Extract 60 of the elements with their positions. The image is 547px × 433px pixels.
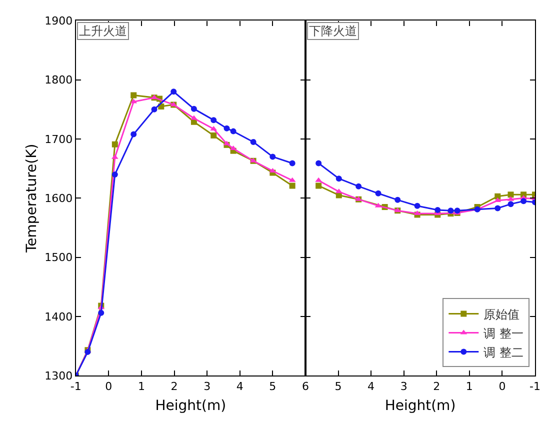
- point: [508, 201, 514, 208]
- x-axis-title: Height(m): [155, 398, 226, 414]
- point: [130, 92, 137, 98]
- point: [289, 160, 296, 166]
- x-tick-label: -1: [530, 380, 541, 393]
- point: [316, 160, 322, 166]
- y-tick-label: 1300: [44, 369, 73, 382]
- point: [224, 125, 230, 132]
- annotation: 上升火道: [79, 24, 127, 38]
- y-tick-label: 1900: [44, 14, 73, 28]
- y-tick-label: 1400: [44, 310, 73, 324]
- y-axis-title: Temperature(K): [24, 144, 40, 254]
- x-tick-label: 5: [269, 380, 276, 393]
- x-tick-label: 4: [368, 380, 375, 393]
- x-tick-label: 3: [204, 380, 211, 393]
- x-tick-label: 3: [400, 380, 408, 393]
- point: [434, 206, 441, 213]
- y-tick-label: 1800: [44, 74, 73, 87]
- x-tick-label: 0: [105, 380, 112, 393]
- point: [112, 141, 118, 148]
- point: [210, 117, 217, 124]
- point: [130, 131, 137, 138]
- point: [494, 205, 501, 212]
- point: [448, 208, 454, 214]
- x-tick-label: 2: [170, 380, 178, 393]
- x-tick-label: 6: [302, 380, 309, 393]
- x-tick-label: 2: [433, 380, 440, 393]
- point: [250, 138, 256, 145]
- point: [520, 198, 527, 204]
- point: [112, 171, 118, 178]
- point: [375, 190, 382, 196]
- legend-label: 调 整一: [484, 326, 524, 340]
- x-tick-label: 5: [334, 380, 342, 393]
- legend-label: 原始值: [484, 307, 520, 322]
- y-tick-label: 1600: [44, 192, 73, 205]
- point: [98, 310, 104, 316]
- point: [316, 182, 322, 189]
- point: [356, 183, 362, 190]
- point: [494, 193, 501, 200]
- point: [170, 88, 177, 95]
- point: [210, 132, 217, 138]
- x-tick-label: 4: [236, 380, 244, 393]
- point: [151, 106, 158, 112]
- legend-label: 调 整二: [484, 345, 524, 360]
- y-tick-label: 1500: [44, 251, 73, 264]
- point: [508, 192, 514, 198]
- x-axis-title: Height(m): [384, 398, 456, 414]
- x-tick-label: 1: [466, 380, 473, 393]
- y-tick-label: 1700: [44, 132, 73, 146]
- point: [414, 202, 420, 209]
- x-tick-label: 0: [498, 380, 506, 393]
- point: [336, 176, 342, 182]
- point: [289, 182, 296, 189]
- point: [270, 154, 276, 160]
- x-tick-label: 1: [138, 380, 145, 393]
- point: [190, 106, 197, 112]
- point: [230, 128, 236, 134]
- point: [394, 196, 401, 203]
- annotation: 下降火道: [309, 24, 357, 38]
- x-tick-label: -1: [70, 380, 82, 393]
